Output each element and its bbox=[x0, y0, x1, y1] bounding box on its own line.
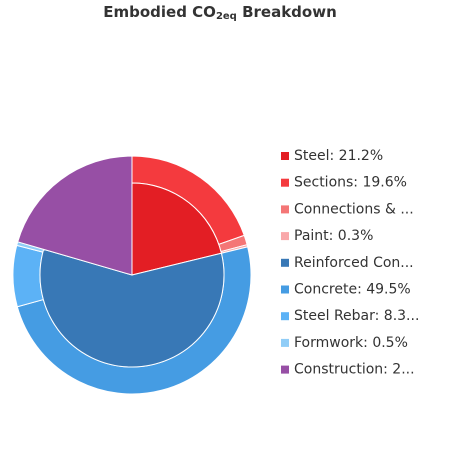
inner-slice bbox=[39, 248, 225, 368]
legend-swatch bbox=[281, 178, 289, 187]
legend-label: Sections: 19.6% bbox=[294, 175, 407, 191]
title-rest: Breakdown bbox=[237, 3, 337, 21]
legend-swatch bbox=[281, 365, 289, 374]
legend-swatch bbox=[281, 258, 289, 267]
title-main: Embodied CO bbox=[103, 3, 216, 21]
legend-swatch bbox=[281, 285, 289, 294]
full-slice bbox=[17, 155, 133, 276]
legend-label: Concrete: 49.5% bbox=[294, 282, 411, 298]
legend-swatch bbox=[281, 338, 289, 347]
legend-label: Steel Rebar: 8.3... bbox=[294, 308, 419, 324]
inner-slice bbox=[131, 182, 222, 276]
legend-swatch bbox=[281, 312, 289, 321]
legend-swatch bbox=[281, 152, 289, 160]
legend-label: Construction: 2... bbox=[294, 362, 415, 378]
legend-label: Connections & ... bbox=[294, 201, 414, 217]
legend-label: Reinforced Con... bbox=[294, 255, 414, 271]
legend-label: Paint: 0.3% bbox=[294, 228, 373, 244]
legend-label: Steel: 21.2% bbox=[294, 148, 383, 164]
legend-label: Formwork: 0.5% bbox=[294, 335, 408, 351]
chart-title: Embodied CO2eq Breakdown bbox=[103, 3, 337, 23]
legend-swatch bbox=[281, 232, 289, 241]
outer-slice bbox=[12, 244, 44, 308]
title-sub: 2eq bbox=[216, 11, 237, 22]
legend-swatch bbox=[281, 205, 289, 214]
